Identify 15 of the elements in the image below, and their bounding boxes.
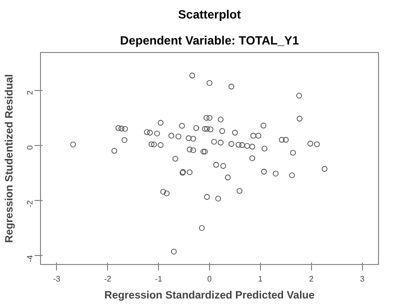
x-tick-label: -3 <box>53 274 61 284</box>
y-tick-label: 0 <box>26 144 34 150</box>
x-tick-label: 2 <box>309 274 314 284</box>
y-axis-title: Regression Studentized Residual <box>4 74 16 243</box>
chart-subtitle: Dependent Variable: TOTAL_Y1 <box>120 34 300 48</box>
chart-title: Scatterplot <box>178 8 241 22</box>
x-tick-label: 3 <box>360 274 365 284</box>
y-tick-label: 2 <box>26 90 34 95</box>
y-tick-label: -2 <box>26 200 34 208</box>
x-tick-label: 1 <box>258 274 264 284</box>
y-tick-label: -4 <box>26 254 34 262</box>
x-tick-label: -1 <box>155 274 163 284</box>
x-tick-label: -2 <box>104 274 112 284</box>
x-axis-title: Regression Standardized Predicted Value <box>104 290 315 302</box>
x-tick-label: 0 <box>207 274 212 284</box>
